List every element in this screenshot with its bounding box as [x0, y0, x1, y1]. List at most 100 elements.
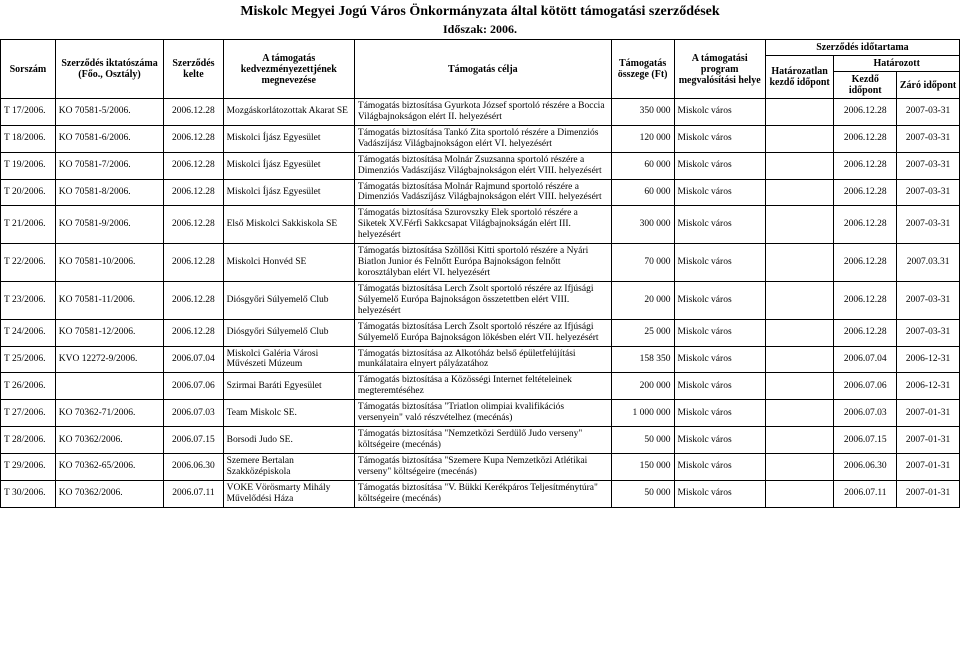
table-row: T 25/2006.KVO 12272-9/2006.2006.07.04Mis…	[1, 346, 960, 373]
cell-kezd: 2006.12.28	[834, 244, 897, 282]
cell-sor: T 22/2006.	[1, 244, 56, 282]
cell-oss: 200 000	[611, 373, 674, 400]
cell-kelt: 2006.12.28	[164, 125, 223, 152]
cell-kelt: 2006.07.04	[164, 346, 223, 373]
cell-kelt: 2006.12.28	[164, 152, 223, 179]
cell-kezd: 2006.07.11	[834, 480, 897, 507]
cell-hatl	[765, 453, 834, 480]
cell-zaro: 2007-03-31	[897, 99, 960, 125]
cell-ikt: KO 70581-10/2006.	[55, 244, 163, 282]
cell-hely: Miskolc város	[674, 125, 765, 152]
hdr-hatarozott: Határozott	[834, 56, 960, 72]
cell-cel: Támogatás biztosítása "Nemzetközi Serdül…	[354, 427, 611, 454]
cell-ikt: KO 70362/2006.	[55, 427, 163, 454]
cell-kedv: Miskolci Honvéd SE	[223, 244, 354, 282]
cell-hely: Miskolc város	[674, 281, 765, 319]
cell-sor: T 18/2006.	[1, 125, 56, 152]
cell-hely: Miskolc város	[674, 453, 765, 480]
cell-hatl	[765, 427, 834, 454]
cell-hely: Miskolc város	[674, 206, 765, 244]
cell-kezd: 2006.12.28	[834, 319, 897, 346]
cell-zaro: 2007-03-31	[897, 319, 960, 346]
cell-hely: Miskolc város	[674, 244, 765, 282]
cell-ikt: KO 70581-12/2006.	[55, 319, 163, 346]
hdr-osszeg: Támogatás összege (Ft)	[611, 40, 674, 99]
cell-kezd: 2006.12.28	[834, 281, 897, 319]
table-row: T 24/2006.KO 70581-12/2006.2006.12.28Dió…	[1, 319, 960, 346]
cell-kezd: 2006.07.06	[834, 373, 897, 400]
cell-kedv: Első Miskolci Sakkiskola SE	[223, 206, 354, 244]
cell-oss: 1 000 000	[611, 400, 674, 427]
table-row: T 30/2006.KO 70362/2006.2006.07.11VOKE V…	[1, 480, 960, 507]
cell-kelt: 2006.12.28	[164, 244, 223, 282]
cell-oss: 158 350	[611, 346, 674, 373]
page-title: Miskolc Megyei Jogú Város Önkormányzata …	[0, 0, 960, 20]
cell-zaro: 2007-03-31	[897, 281, 960, 319]
cell-sor: T 27/2006.	[1, 400, 56, 427]
cell-sor: T 28/2006.	[1, 427, 56, 454]
hdr-kezdo: Kezdő időpont	[834, 72, 897, 99]
cell-ikt: KO 70581-5/2006.	[55, 99, 163, 125]
cell-kelt: 2006.07.15	[164, 427, 223, 454]
cell-hely: Miskolc város	[674, 179, 765, 206]
cell-ikt	[55, 373, 163, 400]
cell-oss: 120 000	[611, 125, 674, 152]
header-table: Sorszám Szerződés iktatószáma (Főo., Osz…	[0, 40, 960, 99]
cell-oss: 20 000	[611, 281, 674, 319]
cell-oss: 50 000	[611, 480, 674, 507]
cell-hely: Miskolc város	[674, 99, 765, 125]
cell-hely: Miskolc város	[674, 152, 765, 179]
cell-kedv: VOKE Vörösmarty Mihály Művelődési Háza	[223, 480, 354, 507]
cell-ikt: KO 70581-7/2006.	[55, 152, 163, 179]
hdr-kedv: A támogatás kedvezményezettjének megneve…	[223, 40, 354, 99]
cell-hely: Miskolc város	[674, 400, 765, 427]
cell-kedv: Miskolci Galéria Városi Művészeti Múzeum	[223, 346, 354, 373]
cell-oss: 300 000	[611, 206, 674, 244]
cell-zaro: 2006-12-31	[897, 346, 960, 373]
table-row: T 21/2006.KO 70581-9/2006.2006.12.28Első…	[1, 206, 960, 244]
cell-oss: 150 000	[611, 453, 674, 480]
cell-cel: Támogatás biztosítása "Szemere Kupa Nemz…	[354, 453, 611, 480]
cell-zaro: 2007-01-31	[897, 453, 960, 480]
cell-kedv: Borsodi Judo SE.	[223, 427, 354, 454]
hdr-idotartam: Szerződés időtartama	[765, 40, 959, 56]
cell-zaro: 2007-03-31	[897, 152, 960, 179]
cell-sor: T 17/2006.	[1, 99, 56, 125]
cell-kezd: 2006.07.15	[834, 427, 897, 454]
cell-kezd: 2006.12.28	[834, 125, 897, 152]
cell-zaro: 2007-01-31	[897, 400, 960, 427]
cell-hatl	[765, 480, 834, 507]
hdr-hely: A támogatási program megvalósítási helye	[674, 40, 765, 99]
cell-kelt: 2006.07.06	[164, 373, 223, 400]
cell-hatl	[765, 346, 834, 373]
cell-kelt: 2006.12.28	[164, 206, 223, 244]
table-row: T 28/2006.KO 70362/2006.2006.07.15Borsod…	[1, 427, 960, 454]
cell-kezd: 2006.12.28	[834, 152, 897, 179]
cell-kedv: Szirmai Baráti Egyesület	[223, 373, 354, 400]
table-row: T 22/2006.KO 70581-10/2006.2006.12.28Mis…	[1, 244, 960, 282]
cell-hatl	[765, 373, 834, 400]
cell-hely: Miskolc város	[674, 319, 765, 346]
cell-kedv: Miskolci Íjász Egyesület	[223, 179, 354, 206]
cell-sor: T 25/2006.	[1, 346, 56, 373]
cell-sor: T 20/2006.	[1, 179, 56, 206]
cell-kezd: 2006.06.30	[834, 453, 897, 480]
cell-hely: Miskolc város	[674, 480, 765, 507]
cell-ikt: KO 70581-6/2006.	[55, 125, 163, 152]
cell-cel: Támogatás biztosítása "V. Bükki Kerékpár…	[354, 480, 611, 507]
cell-hatl	[765, 206, 834, 244]
cell-hely: Miskolc város	[674, 427, 765, 454]
table-row: T 23/2006.KO 70581-11/2006.2006.12.28Dió…	[1, 281, 960, 319]
cell-sor: T 23/2006.	[1, 281, 56, 319]
cell-zaro: 2007-03-31	[897, 179, 960, 206]
cell-oss: 70 000	[611, 244, 674, 282]
cell-cel: Támogatás biztosítása Molnár Rajmund spo…	[354, 179, 611, 206]
cell-hatl	[765, 152, 834, 179]
cell-zaro: 2007-03-31	[897, 206, 960, 244]
cell-hatl	[765, 179, 834, 206]
cell-cel: Támogatás biztosítása "Triatlon olimpiai…	[354, 400, 611, 427]
cell-kelt: 2006.06.30	[164, 453, 223, 480]
cell-cel: Támogatás biztosítása Szurovszky Elek sp…	[354, 206, 611, 244]
cell-cel: Támogatás biztosítása Gyurkota József sp…	[354, 99, 611, 125]
cell-kedv: Diósgyőri Súlyemelő Club	[223, 319, 354, 346]
